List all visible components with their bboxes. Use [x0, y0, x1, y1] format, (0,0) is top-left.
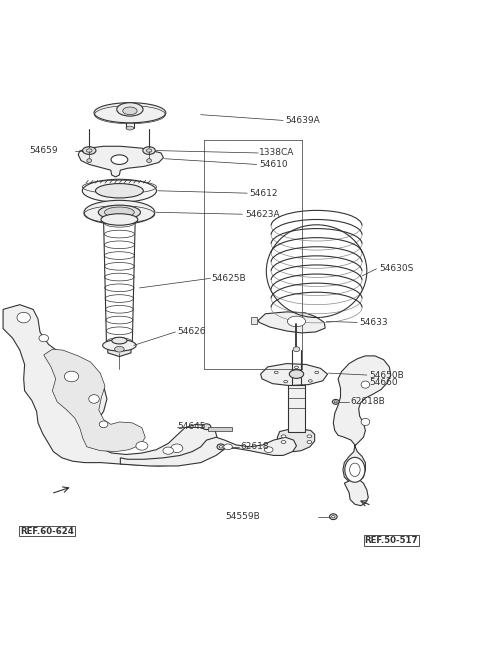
Ellipse shape — [329, 514, 337, 520]
Ellipse shape — [307, 441, 312, 444]
Text: 54633: 54633 — [360, 318, 388, 327]
Text: 54559B: 54559B — [226, 512, 260, 521]
Ellipse shape — [105, 207, 134, 218]
Ellipse shape — [332, 516, 335, 518]
Text: 54623A: 54623A — [245, 210, 279, 218]
Ellipse shape — [217, 444, 225, 449]
Ellipse shape — [309, 380, 312, 382]
Ellipse shape — [87, 159, 92, 163]
Polygon shape — [277, 430, 315, 451]
Ellipse shape — [126, 126, 134, 130]
Ellipse shape — [96, 183, 144, 198]
Polygon shape — [251, 316, 257, 324]
Ellipse shape — [103, 340, 136, 351]
Ellipse shape — [171, 444, 183, 453]
Bar — [288, 385, 305, 432]
Ellipse shape — [136, 442, 148, 450]
Ellipse shape — [332, 399, 339, 404]
Ellipse shape — [219, 446, 223, 448]
Text: 1338CA: 1338CA — [259, 148, 295, 158]
Text: REF.50-517: REF.50-517 — [364, 536, 418, 545]
Ellipse shape — [361, 381, 370, 388]
Polygon shape — [78, 146, 163, 177]
Ellipse shape — [334, 401, 337, 402]
Ellipse shape — [361, 418, 370, 426]
Ellipse shape — [111, 155, 128, 164]
Ellipse shape — [83, 147, 96, 154]
Polygon shape — [258, 312, 325, 333]
Text: 54659: 54659 — [29, 146, 58, 155]
Polygon shape — [120, 438, 297, 466]
Ellipse shape — [112, 337, 127, 344]
Polygon shape — [108, 342, 131, 357]
Ellipse shape — [281, 441, 286, 444]
Ellipse shape — [89, 395, 99, 403]
Ellipse shape — [94, 103, 166, 123]
Text: 62618B: 62618B — [350, 397, 385, 406]
Text: 54626: 54626 — [178, 328, 206, 336]
Text: 54650B: 54650B — [369, 371, 404, 379]
Ellipse shape — [123, 107, 137, 115]
Text: 54612: 54612 — [250, 189, 278, 198]
Ellipse shape — [98, 205, 141, 220]
Ellipse shape — [315, 371, 319, 373]
Text: 54630S: 54630S — [379, 264, 413, 273]
Ellipse shape — [289, 370, 304, 379]
Ellipse shape — [275, 371, 278, 373]
Ellipse shape — [281, 435, 286, 438]
Ellipse shape — [82, 179, 156, 203]
Ellipse shape — [202, 424, 211, 430]
Text: REF.60-624: REF.60-624 — [20, 526, 74, 536]
Polygon shape — [44, 349, 145, 451]
Ellipse shape — [99, 421, 108, 428]
Ellipse shape — [84, 201, 155, 224]
Text: REF.50-517: REF.50-517 — [364, 536, 418, 545]
Polygon shape — [333, 356, 391, 483]
Ellipse shape — [345, 457, 365, 482]
Text: 62618: 62618 — [240, 442, 269, 451]
Ellipse shape — [264, 447, 273, 453]
Polygon shape — [344, 479, 368, 506]
Ellipse shape — [295, 366, 299, 369]
Ellipse shape — [147, 159, 152, 163]
Polygon shape — [3, 305, 217, 466]
Polygon shape — [261, 363, 327, 385]
Text: 54639A: 54639A — [286, 116, 320, 125]
Ellipse shape — [64, 371, 79, 382]
Ellipse shape — [143, 147, 156, 154]
Text: 54610: 54610 — [259, 160, 288, 169]
Ellipse shape — [115, 346, 124, 352]
Ellipse shape — [39, 334, 48, 342]
Ellipse shape — [288, 316, 306, 326]
Text: 54625B: 54625B — [211, 274, 246, 283]
Ellipse shape — [17, 312, 30, 323]
Ellipse shape — [293, 347, 300, 352]
Text: 54660: 54660 — [369, 378, 398, 387]
Ellipse shape — [163, 447, 173, 454]
Bar — [208, 427, 232, 430]
Ellipse shape — [224, 444, 232, 449]
Ellipse shape — [117, 103, 143, 116]
Ellipse shape — [101, 214, 138, 225]
Ellipse shape — [284, 381, 288, 383]
Text: 54645: 54645 — [178, 422, 206, 431]
Ellipse shape — [307, 435, 312, 438]
Text: REF.60-624: REF.60-624 — [20, 526, 74, 536]
